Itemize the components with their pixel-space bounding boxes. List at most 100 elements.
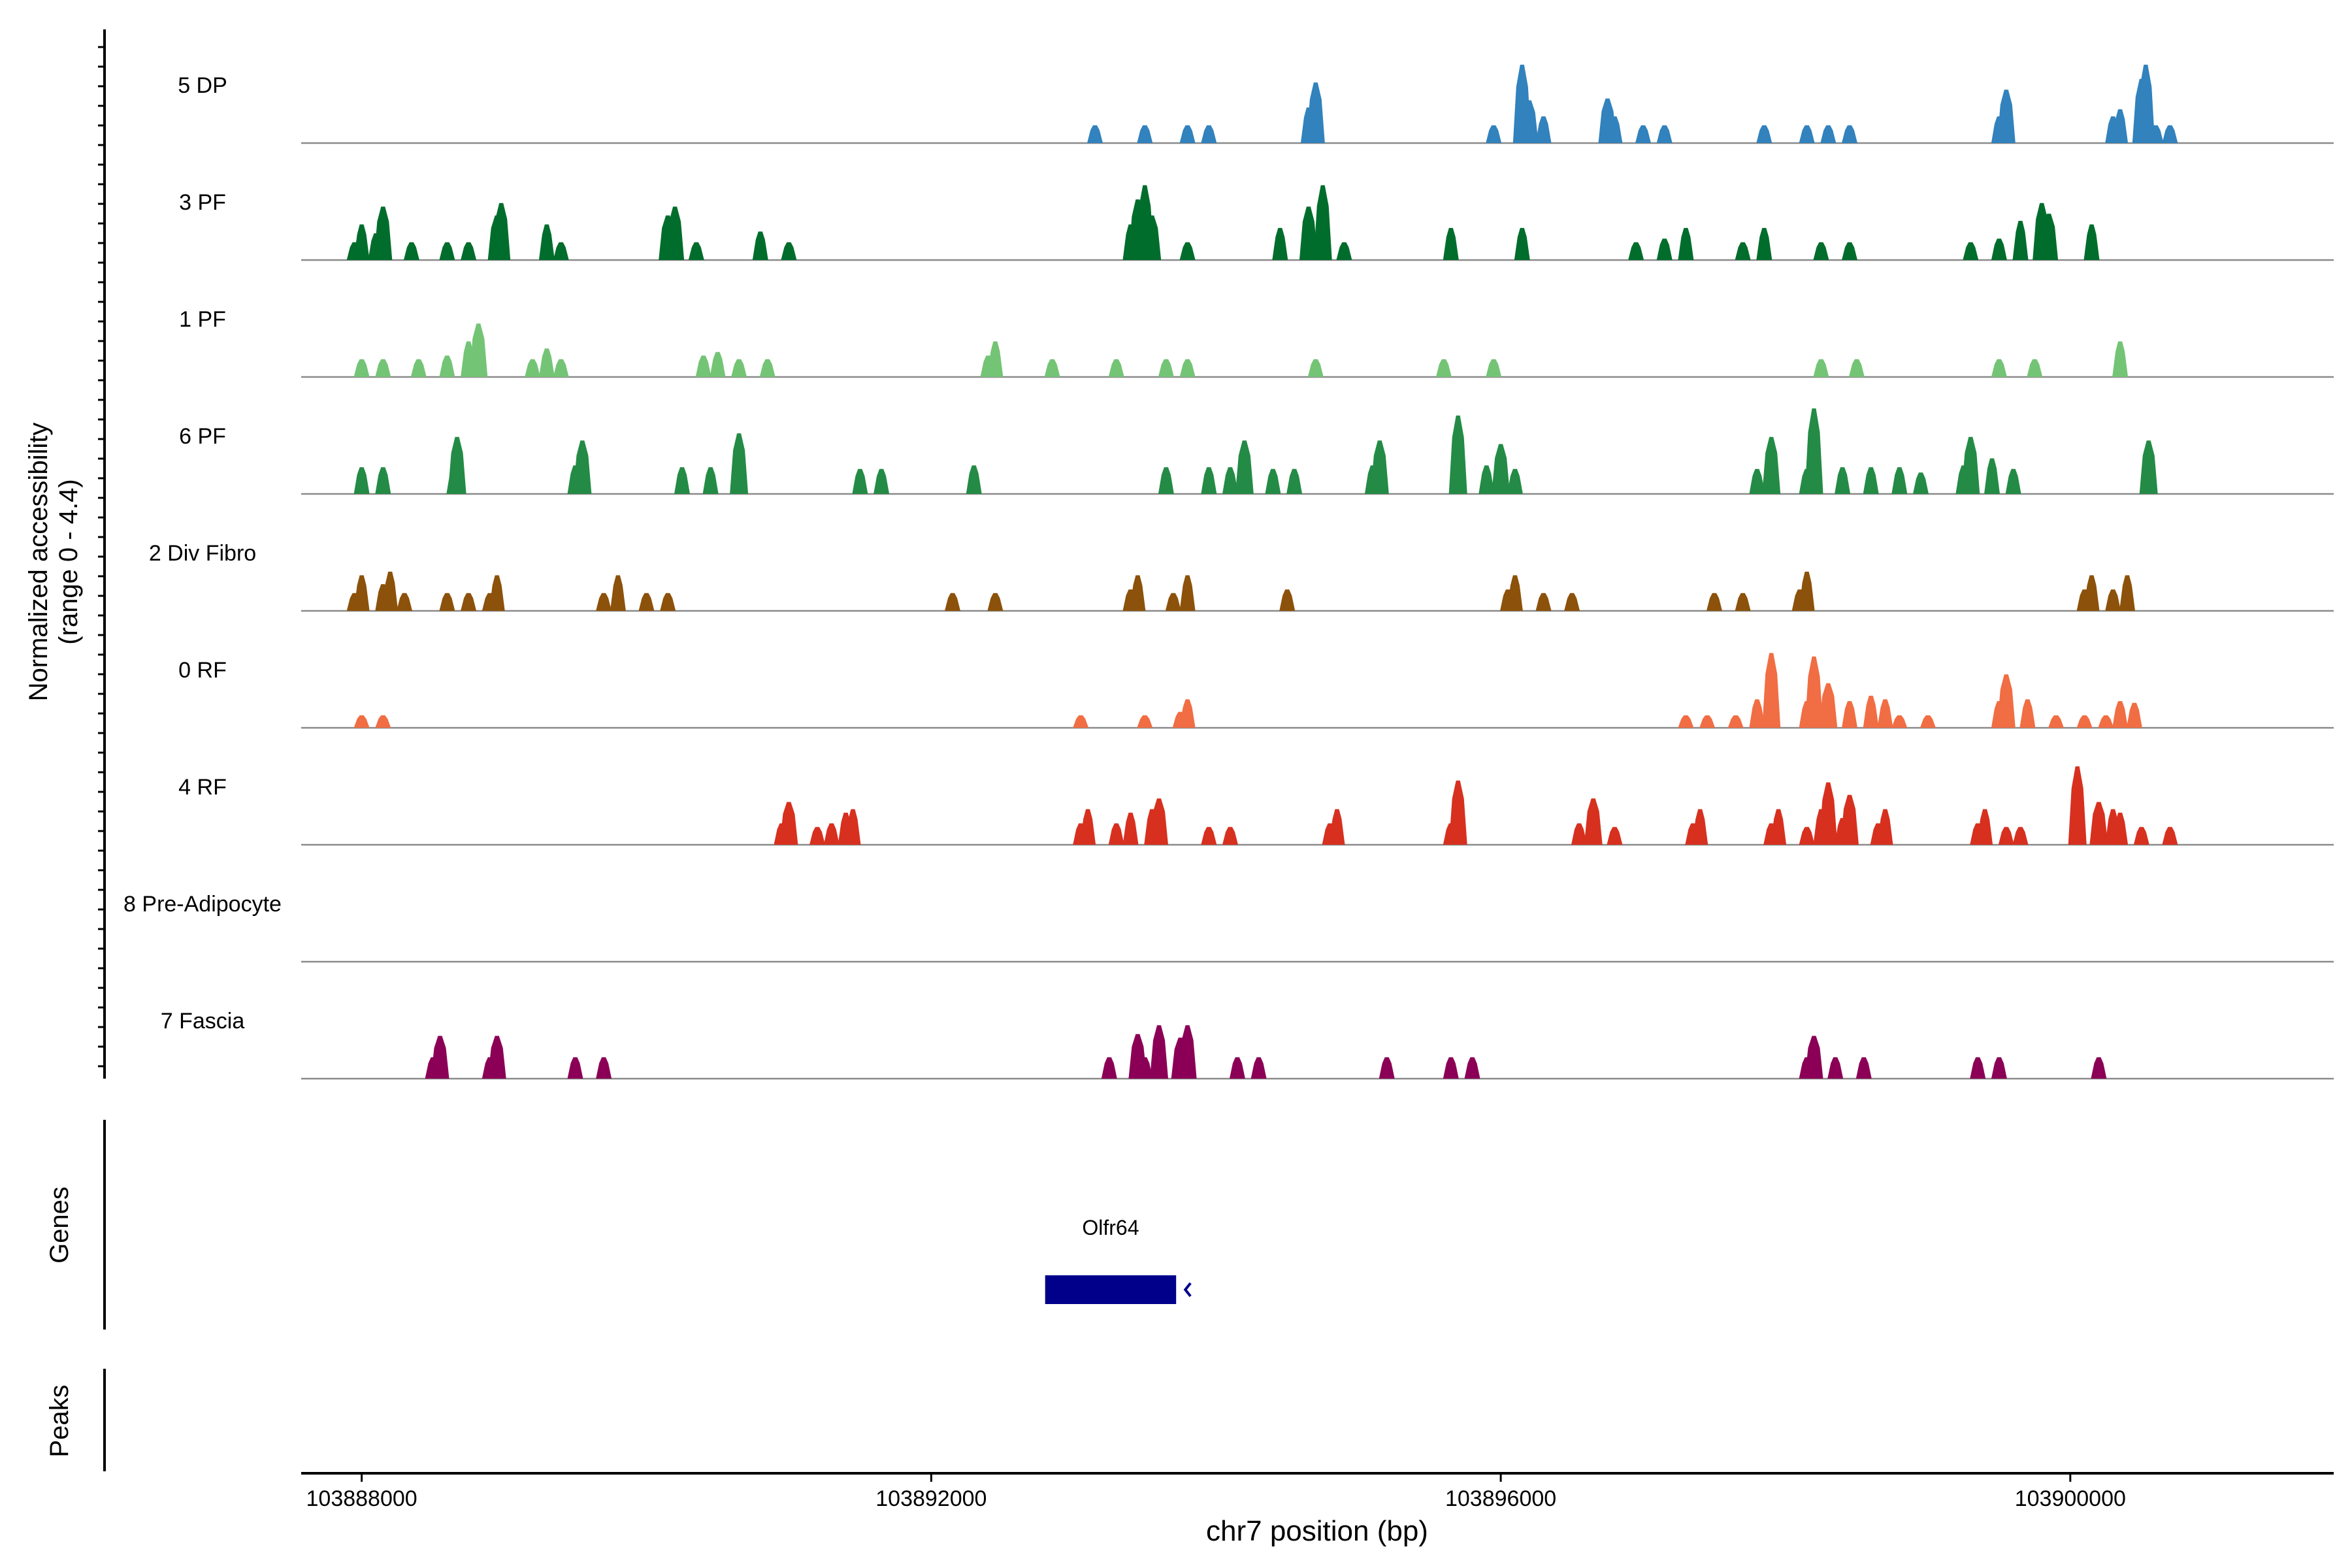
peak-1-pf — [553, 359, 569, 377]
peak-6-pf — [1762, 436, 1781, 494]
track-label: 6 PF — [179, 424, 226, 449]
peak-2-div-fibro — [439, 593, 455, 611]
peak-6-pf — [1961, 436, 1980, 494]
track-5-dp: 5 DP — [178, 65, 2334, 144]
peak-1-pf — [731, 359, 747, 377]
peak-4-rf — [1329, 809, 1345, 845]
peak-1-pf — [987, 341, 1004, 377]
peak-0-rf — [1749, 699, 1765, 728]
peak-3-pf — [1842, 242, 1857, 260]
peak-6-pf — [852, 468, 868, 494]
peak-2-div-fibro — [382, 572, 399, 611]
peak-4-rf — [1819, 782, 1838, 845]
track-label: 1 PF — [179, 307, 226, 332]
peak-6-pf — [1158, 467, 1174, 494]
peaks-panel-label: Peaks — [45, 1384, 74, 1457]
peak-4-rf — [1977, 809, 1993, 845]
x-tick-label: 103900000 — [2015, 1486, 2126, 1511]
x-tick-label: 103888000 — [306, 1486, 417, 1511]
peak-7-fascia — [1805, 1036, 1823, 1079]
peak-7-fascia — [1970, 1057, 1986, 1079]
peak-0-rf — [1727, 715, 1744, 728]
peak-0-rf — [1919, 715, 1936, 728]
peak-4-rf — [2012, 826, 2029, 845]
peak-2-div-fibro — [596, 593, 612, 611]
peak-5-dp — [1635, 125, 1651, 143]
peak-3-pf — [752, 231, 768, 260]
peak-7-fascia — [1128, 1034, 1147, 1079]
peak-1-pf — [710, 351, 726, 377]
peak-7-fascia — [1827, 1057, 1844, 1079]
peak-3-pf — [1991, 238, 2007, 260]
peak-4-rf — [2089, 802, 2108, 845]
track-label: 0 RF — [178, 658, 227, 683]
peak-4-rf — [779, 802, 798, 845]
accessibility-y-axis — [98, 29, 106, 1079]
peak-4-rf — [1150, 798, 1168, 845]
peak-0-rf — [1891, 715, 1908, 728]
track-4-rf: 4 RF — [178, 766, 2334, 846]
track-label: 8 Pre-Adipocyte — [123, 892, 282, 917]
peak-3-pf — [1313, 185, 1332, 260]
peak-5-dp — [1656, 125, 1673, 143]
peak-2-div-fibro — [1179, 575, 1196, 611]
peak-0-rf — [2076, 715, 2093, 728]
peak-6-pf — [1265, 468, 1281, 494]
peak-3-pf — [1735, 242, 1751, 260]
peak-1-pf — [2027, 359, 2043, 377]
track-label: 5 DP — [178, 73, 227, 98]
peak-1-pf — [1179, 359, 1196, 377]
peak-2-div-fibro — [2105, 589, 2121, 611]
peak-6-pf — [1201, 467, 1217, 494]
peak-7-fascia — [567, 1057, 583, 1079]
peak-1-pf — [439, 355, 455, 377]
peak-5-dp — [1087, 125, 1103, 143]
peak-3-pf — [2012, 221, 2029, 260]
peak-4-rf — [2133, 826, 2149, 845]
peak-6-pf — [2005, 468, 2021, 494]
peak-0-rf — [1762, 653, 1781, 728]
peak-5-dp — [1535, 116, 1552, 143]
y-axis-title-line2: (range 0 - 4.4) — [54, 479, 83, 644]
peak-2-div-fibro — [1165, 593, 1181, 611]
peak-3-pf — [1963, 242, 1979, 260]
peak-7-fascia — [1464, 1057, 1480, 1079]
peak-0-rf — [1819, 683, 1838, 728]
peak-4-rf — [845, 809, 861, 845]
peak-2-div-fibro — [1707, 593, 1722, 611]
peak-0-rf — [1842, 701, 1857, 728]
peak-0-rf — [2048, 715, 2064, 728]
peak-6-pf — [1891, 467, 1908, 494]
peak-0-rf — [375, 715, 391, 728]
peak-1-pf — [375, 359, 391, 377]
peak-2-div-fibro — [397, 593, 412, 611]
peak-4-rf — [2068, 766, 2087, 845]
peak-5-dp — [2136, 65, 2155, 143]
peak-1-pf — [1991, 359, 2007, 377]
peak-2-div-fibro — [353, 575, 370, 611]
track-label: 7 Fascia — [161, 1009, 245, 1034]
peak-4-rf — [1584, 798, 1603, 845]
peak-3-pf — [1299, 206, 1318, 260]
peak-6-pf — [1492, 444, 1511, 494]
peak-6-pf — [448, 436, 466, 494]
peak-4-rf — [1877, 809, 1893, 845]
peak-5-dp — [1512, 65, 1531, 143]
peak-4-rf — [1998, 826, 2014, 845]
peak-7-fascia — [1250, 1057, 1267, 1079]
peak-3-pf — [1443, 227, 1459, 260]
peak-2-div-fibro — [1130, 575, 1146, 611]
peak-6-pf — [702, 467, 719, 494]
peak-7-fascia — [1178, 1025, 1197, 1079]
peak-2-div-fibro — [638, 593, 655, 611]
peak-3-pf — [538, 224, 555, 260]
peak-1-pf — [353, 359, 370, 377]
peak-7-fascia — [431, 1036, 449, 1079]
peak-3-pf — [461, 242, 477, 260]
peak-6-pf — [1835, 467, 1851, 494]
peak-3-pf — [1678, 227, 1694, 260]
peak-2-div-fibro — [461, 593, 477, 611]
track-label: 2 Div Fibro — [149, 541, 256, 566]
peak-0-rf — [1877, 699, 1893, 728]
peak-1-pf — [1108, 359, 1124, 377]
